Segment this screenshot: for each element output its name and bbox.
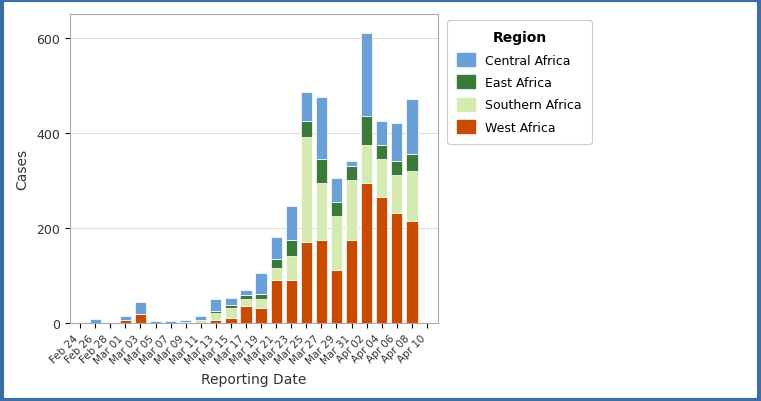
Bar (301, 93, 312, 122)
Bar (376, 122, 387, 145)
Legend: Central Africa, East Africa, Southern Africa, West Africa: Central Africa, East Africa, Southern Af… (447, 21, 591, 144)
Bar (256, 273, 267, 294)
Bar (210, 311, 221, 314)
Bar (256, 299, 267, 309)
Bar (406, 221, 418, 323)
Bar (331, 178, 342, 202)
Bar (195, 320, 206, 323)
Bar (195, 316, 206, 320)
Y-axis label: Cases: Cases (15, 148, 29, 189)
Bar (301, 122, 312, 138)
Bar (406, 171, 418, 221)
Bar (301, 138, 312, 242)
Bar (225, 318, 237, 323)
Bar (180, 322, 191, 323)
Bar (346, 166, 357, 181)
Bar (119, 316, 131, 320)
Bar (316, 183, 327, 240)
Bar (316, 160, 327, 183)
Bar (391, 176, 403, 214)
Bar (285, 240, 297, 257)
Bar (225, 309, 237, 318)
Bar (240, 306, 252, 323)
Bar (316, 98, 327, 160)
Bar (135, 314, 146, 323)
Bar (406, 155, 418, 171)
Bar (391, 162, 403, 176)
Bar (119, 320, 131, 323)
Bar (240, 291, 252, 296)
Bar (316, 240, 327, 323)
Bar (180, 320, 191, 322)
Bar (346, 240, 357, 323)
Bar (270, 238, 282, 259)
Bar (150, 321, 161, 323)
Bar (285, 207, 297, 240)
Bar (391, 124, 403, 162)
Bar (346, 162, 357, 166)
Bar (406, 100, 418, 155)
Bar (376, 160, 387, 197)
Bar (361, 145, 372, 183)
Bar (376, 145, 387, 160)
Bar (225, 298, 237, 305)
Bar (240, 296, 252, 299)
Bar (135, 302, 146, 314)
Bar (90, 319, 101, 323)
Bar (270, 268, 282, 280)
Bar (270, 280, 282, 323)
X-axis label: Reporting Date: Reporting Date (201, 372, 306, 386)
Bar (301, 242, 312, 323)
Bar (361, 117, 372, 145)
Bar (256, 309, 267, 323)
Bar (331, 202, 342, 216)
Bar (285, 280, 297, 323)
Bar (165, 321, 177, 323)
Bar (285, 257, 297, 280)
Bar (210, 299, 221, 311)
Bar (210, 320, 221, 323)
Bar (376, 197, 387, 323)
Bar (331, 216, 342, 271)
Bar (256, 294, 267, 299)
Bar (210, 314, 221, 320)
Bar (391, 214, 403, 323)
Bar (331, 271, 342, 323)
Bar (361, 183, 372, 323)
Bar (270, 259, 282, 268)
Bar (361, 34, 372, 117)
Bar (225, 305, 237, 309)
Bar (240, 299, 252, 306)
Bar (346, 181, 357, 240)
